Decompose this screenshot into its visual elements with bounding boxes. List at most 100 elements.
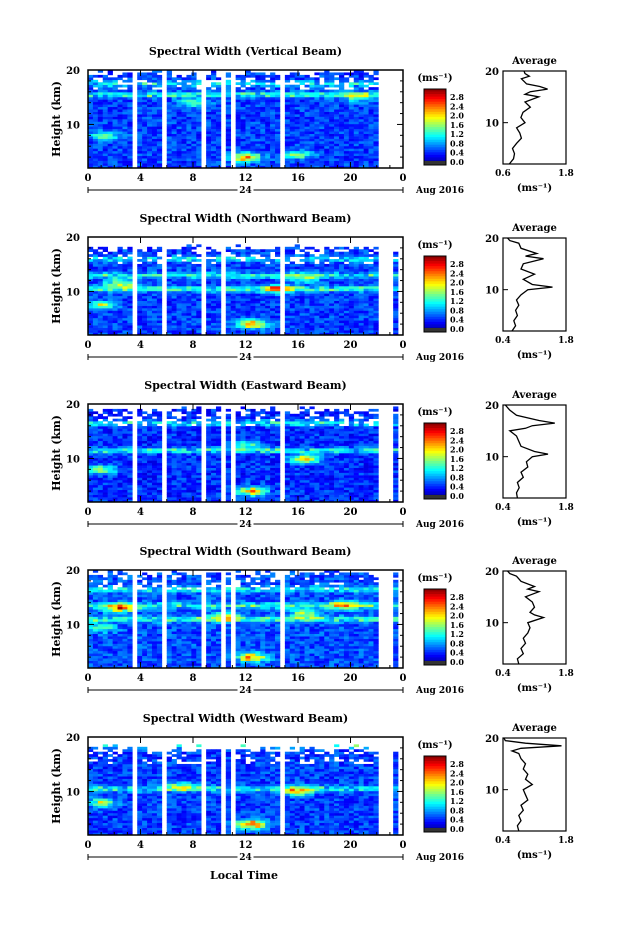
day-marker: 24 <box>239 686 252 696</box>
average-x-label: (ms⁻¹) <box>517 183 552 194</box>
colorbar-segment <box>424 634 446 638</box>
colorbar-segment <box>424 804 446 808</box>
average-frame <box>502 70 567 165</box>
average-title: Average <box>511 556 557 567</box>
colorbar-tick-label: 0.0 <box>450 324 464 334</box>
colorbar-segment <box>424 306 446 310</box>
colorbar-segment <box>424 266 446 270</box>
average-x-label: (ms⁻¹) <box>517 350 552 361</box>
average-y-tick-label: 10 <box>485 453 499 464</box>
colorbar-segment <box>424 589 446 592</box>
x-tick-label: 20 <box>344 673 358 684</box>
x-tick-label: 4 <box>137 507 144 518</box>
x-tick-label: 8 <box>190 507 197 518</box>
average-frame <box>502 237 567 332</box>
colorbar-tick-label: 2.8 <box>450 592 464 602</box>
colorbar-segment <box>424 116 446 120</box>
colorbar-tick-label: 0.8 <box>450 805 464 815</box>
colorbar-tick-label: 0.0 <box>450 491 464 501</box>
colorbar-segment <box>424 430 446 434</box>
x-tick-label: 8 <box>190 173 197 184</box>
colorbar-segment <box>424 624 446 628</box>
y-tick-label: 10 <box>66 787 80 798</box>
colorbar-tick-label: 2.4 <box>450 768 464 778</box>
colorbar-segment <box>424 799 446 802</box>
colorbar-unit: (ms⁻¹) <box>417 407 452 418</box>
colorbar-segment <box>424 778 446 782</box>
colorbar-segment <box>424 129 446 133</box>
x-tick-label: 8 <box>190 340 197 351</box>
x-tick-label: 16 <box>291 340 305 351</box>
colorbar-segment <box>424 776 446 780</box>
colorbar-segment <box>424 619 446 623</box>
colorbar-segment <box>424 435 446 439</box>
colorbar-segment <box>424 443 446 447</box>
colorbar-tick-label: 0.4 <box>450 815 464 825</box>
colorbar-segment <box>424 794 446 797</box>
colorbar-tick-label: 2.4 <box>450 101 464 111</box>
colorbar-segment <box>424 606 446 610</box>
x-tick-label: 4 <box>137 673 144 684</box>
colorbar-segment <box>424 761 446 764</box>
panel-title: Spectral Width (Vertical Beam) <box>149 45 342 58</box>
average-y-tick-label: 10 <box>485 619 499 630</box>
colorbar-segment <box>424 258 446 262</box>
colorbar-segment <box>424 483 446 487</box>
colorbar-segment <box>424 821 446 825</box>
colorbar-segment <box>424 440 446 444</box>
colorbar-segment <box>424 627 446 630</box>
average-y-tick-label: 20 <box>485 401 499 412</box>
y-tick-label: 10 <box>66 287 80 298</box>
colorbar-segment <box>424 601 446 605</box>
average-x-tick-label: 0.4 <box>495 669 511 679</box>
colorbar-segment <box>424 423 446 426</box>
x-tick-label: 16 <box>291 840 305 851</box>
colorbar-segment <box>424 781 446 785</box>
colorbar-segment <box>424 301 446 305</box>
x-tick-label: 8 <box>190 673 197 684</box>
colorbar-segment <box>424 596 446 600</box>
colorbar-segment <box>424 771 446 775</box>
colorbar-tick-label: 0.4 <box>450 315 464 325</box>
date-label: Aug 2016 <box>415 186 464 196</box>
average-y-tick-label: 10 <box>485 119 499 130</box>
colorbar-segment <box>424 657 446 661</box>
colorbar-segment <box>424 476 446 480</box>
average-profile-line <box>508 70 548 165</box>
panel-2: Spectral Width (Northward Beam)2010Heigh… <box>50 212 574 363</box>
colorbar-segment <box>424 433 446 437</box>
colorbar-segment <box>424 824 446 828</box>
colorbar-tick-label: 2.0 <box>450 111 464 121</box>
colorbar-tick-label: 0.0 <box>450 824 464 834</box>
colorbar-segment <box>424 319 446 323</box>
colorbar-segment <box>424 132 446 135</box>
average-frame <box>502 737 567 832</box>
y-tick-label: 10 <box>66 620 80 631</box>
colorbar-tick-label: 0.4 <box>450 148 464 158</box>
colorbar-segment <box>424 127 446 130</box>
x-tick-label: 4 <box>137 173 144 184</box>
colorbar-segment <box>424 256 446 259</box>
colorbar-segment <box>424 114 446 118</box>
day-marker: 24 <box>239 853 252 863</box>
date-label: Aug 2016 <box>415 353 464 363</box>
colorbar-unit: (ms⁻¹) <box>417 573 452 584</box>
colorbar-tick-label: 1.6 <box>450 620 464 630</box>
colorbar-segment <box>424 614 446 618</box>
colorbar-segment <box>424 461 446 464</box>
average-x-tick-label: 1.8 <box>558 336 574 346</box>
x-tick-label: 16 <box>291 507 305 518</box>
y-tick-label: 20 <box>66 733 80 744</box>
colorbar-tick-label: 0.8 <box>450 138 464 148</box>
colorbar-tick-label: 2.8 <box>450 92 464 102</box>
average-frame <box>502 570 567 665</box>
average-x-label: (ms⁻¹) <box>517 850 552 861</box>
colorbar-segment <box>424 471 446 475</box>
colorbar-segment <box>424 261 446 264</box>
colorbar-segment <box>424 154 446 158</box>
colorbar-segment <box>424 271 446 275</box>
colorbar-segment <box>424 268 446 272</box>
colorbar-segment <box>424 796 446 800</box>
average-x-label: (ms⁻¹) <box>517 517 552 528</box>
